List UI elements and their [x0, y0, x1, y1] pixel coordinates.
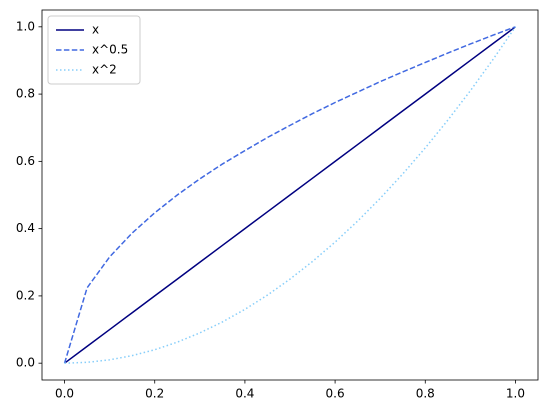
series-line — [63, 26, 516, 364]
legend-frame — [47, 15, 141, 85]
legend-label: x^0.5 — [92, 43, 128, 57]
x-tick-label: 0.2 — [145, 387, 164, 401]
x-tick-label: 0.6 — [326, 387, 345, 401]
x-tick-label: 1.0 — [506, 387, 525, 401]
plot-frame — [41, 9, 539, 381]
y-tick-label: 0.0 — [16, 356, 35, 370]
y-tick-label: 0.4 — [16, 221, 35, 235]
x-tick-label: 0.8 — [416, 387, 435, 401]
y-tick-label: 1.0 — [16, 19, 35, 33]
x-tick-label: 0.0 — [55, 387, 74, 401]
series-line — [64, 26, 517, 364]
y-tick-label: 0.8 — [16, 87, 35, 101]
y-tick-label: 0.2 — [16, 288, 35, 302]
y-tick-label: 0.6 — [16, 154, 35, 168]
series-line — [64, 26, 516, 364]
legend-label: x — [92, 23, 99, 37]
x-tick-label: 0.4 — [235, 387, 254, 401]
legend: x x^0.5 x^2 — [47, 15, 141, 85]
legend-label: x^2 — [92, 63, 117, 77]
